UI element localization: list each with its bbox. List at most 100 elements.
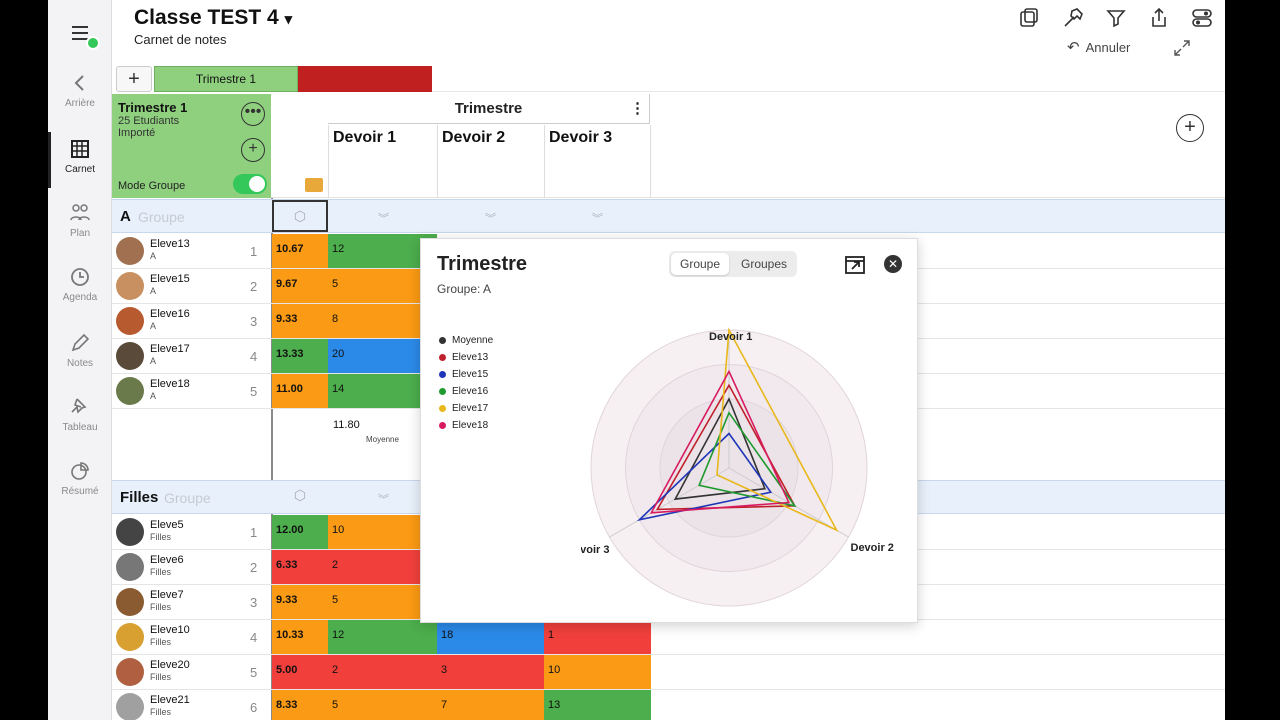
student-group: Filles — [150, 637, 172, 647]
tab-trimestre-1[interactable]: Trimestre 1 — [154, 66, 298, 92]
grade-cell-devoir-2[interactable]: 7 — [437, 690, 544, 720]
grade-cell-devoir-1[interactable]: 12 — [328, 620, 437, 654]
sidebar-item-agenda[interactable]: Agenda — [48, 266, 112, 303]
more-options-button[interactable]: ••• — [241, 102, 265, 126]
grade-cell-devoir-1[interactable]: 2 — [328, 550, 437, 584]
chevron-down-icon[interactable]: ︾ — [378, 494, 389, 506]
column-header-devoir-2[interactable]: Devoir 2 — [437, 125, 544, 198]
column-header-devoir-3[interactable]: Devoir 3 — [544, 125, 651, 198]
add-column-button[interactable]: + — [1176, 114, 1204, 142]
grade-cell-devoir-1[interactable]: 14 — [328, 374, 437, 408]
legend-entry[interactable]: Moyenne — [439, 335, 493, 346]
average-cell[interactable]: 10.67 — [272, 234, 328, 268]
average-cell[interactable]: 9.33 — [272, 304, 328, 338]
undo-button[interactable]: ↶ Annuler — [1067, 38, 1130, 56]
chevron-down-icon: ▾ — [284, 11, 293, 28]
sidebar-item-tableau[interactable]: Tableau — [48, 396, 112, 433]
legend-entry[interactable]: Eleve16 — [439, 386, 488, 397]
column-header-devoir-1[interactable]: Devoir 1 — [328, 125, 438, 198]
page-title: Classe TEST 4 — [134, 6, 279, 29]
section-title: Trimestre ⋮ — [328, 94, 650, 124]
grade-cell-devoir-1[interactable]: 10 — [328, 515, 437, 549]
average-label: Moyenne — [366, 435, 399, 444]
average-cell[interactable]: 9.67 — [272, 269, 328, 303]
tab-color-marker[interactable] — [298, 66, 432, 92]
grade-cell-devoir-1[interactable]: 5 — [328, 690, 437, 720]
sidebar-item-carnet[interactable]: Carnet — [48, 132, 112, 188]
sidebar-item-notes[interactable]: Notes — [48, 332, 112, 369]
legend-label: Eleve13 — [452, 352, 489, 363]
segment-groupes[interactable]: Groupes — [740, 257, 788, 271]
legend-swatch — [439, 370, 446, 378]
legend-entry[interactable]: Eleve13 — [439, 352, 488, 363]
chevron-down-icon[interactable]: ︾ — [592, 213, 603, 225]
legend-entry[interactable]: Eleve15 — [439, 369, 488, 380]
sidebar-item-plan[interactable]: Plan — [48, 202, 112, 239]
vertical-ellipsis-icon[interactable]: ⋮ — [630, 100, 645, 117]
filter-icon[interactable] — [1104, 6, 1128, 30]
grade-cell-devoir-3[interactable]: 10 — [544, 655, 651, 689]
average-cell[interactable]: 10.33 — [272, 620, 328, 654]
grade-cell-devoir-3[interactable]: 13 — [544, 690, 651, 720]
segment-groupe[interactable]: Groupe — [671, 253, 729, 275]
student-number: 2 — [250, 279, 258, 294]
grade-cell-devoir-1[interactable]: 12 — [328, 234, 437, 268]
student-name: Eleve5 — [150, 519, 184, 531]
average-cell[interactable]: 8.33 — [272, 690, 328, 720]
popup-title: Trimestre — [437, 253, 528, 275]
add-period-button[interactable]: + — [116, 66, 152, 92]
average-cell[interactable]: 13.33 — [272, 339, 328, 373]
grade-cell-devoir-2[interactable]: 3 — [437, 655, 544, 689]
clock-icon — [71, 268, 89, 286]
class-selector[interactable]: Classe TEST 4 ▾ — [134, 6, 292, 30]
grade-cell-devoir-1[interactable]: 8 — [328, 304, 437, 338]
close-button[interactable]: ✕ — [884, 255, 902, 273]
student-row[interactable]: Eleve17 A 4 13.33 20 — [112, 339, 1225, 374]
grade-cell-devoir-1[interactable]: 20 — [328, 339, 437, 373]
student-name: Eleve18 — [150, 378, 190, 390]
copy-icon[interactable] — [1017, 6, 1041, 30]
average-cell[interactable]: 6.33 — [272, 550, 328, 584]
hammer-icon[interactable] — [1061, 6, 1085, 30]
radar-axis-label: Devoir 1 — [709, 331, 752, 343]
sidebar-item-resume[interactable]: Résumé — [48, 460, 112, 497]
student-group: Filles — [150, 707, 172, 717]
legend-entry[interactable]: Eleve18 — [439, 420, 488, 431]
student-row[interactable]: Eleve21 Filles 6 8.33 5 7 13 — [112, 690, 1225, 720]
settings-toggle-icon[interactable] — [1190, 6, 1214, 30]
sidebar-item-label: Tableau — [62, 422, 98, 433]
grade-cell-devoir-1[interactable]: 5 — [328, 269, 437, 303]
radar-chart-icon[interactable]: ⬡ — [272, 200, 328, 232]
columns-header: Trimestre ⋮ Devoir 1 Devoir 2 Devoir 3 + — [271, 94, 1225, 198]
student-number: 5 — [250, 384, 258, 399]
sidebar-item-back[interactable]: Arrière — [48, 72, 112, 109]
student-row[interactable]: Eleve20 Filles 5 5.00 2 3 10 — [112, 655, 1225, 690]
group-row-a[interactable]: A Groupe ⬡ ︾ ︾ ︾ — [112, 199, 1225, 233]
legend-entry[interactable]: Eleve17 — [439, 403, 488, 414]
folder-icon[interactable] — [305, 178, 323, 192]
add-button[interactable]: + — [241, 138, 265, 162]
radar-chart-icon[interactable]: ⬡ — [293, 487, 307, 503]
grade-cell-devoir-1[interactable]: 5 — [328, 585, 437, 619]
student-row[interactable]: Eleve10 Filles 4 10.33 12 18 1 — [112, 620, 1225, 655]
legend-label: Eleve17 — [452, 403, 489, 414]
expand-icon[interactable] — [1172, 38, 1192, 58]
grade-cell-devoir-2[interactable]: 18 — [437, 620, 544, 654]
share-icon[interactable] — [1147, 6, 1171, 30]
student-name: Eleve13 — [150, 238, 190, 250]
average-cell[interactable]: 9.33 — [272, 585, 328, 619]
chevron-down-icon[interactable]: ︾ — [378, 213, 389, 225]
grade-cell-devoir-1[interactable]: 2 — [328, 655, 437, 689]
student-group: A — [150, 391, 157, 401]
average-cell[interactable]: 12.00 — [272, 515, 328, 549]
avatar — [116, 272, 144, 300]
grade-cell-devoir-3[interactable]: 1 — [544, 620, 651, 654]
average-cell[interactable]: 11.00 — [272, 374, 328, 408]
legend-swatch — [439, 421, 446, 429]
chevron-down-icon[interactable]: ︾ — [485, 213, 496, 225]
student-group: Filles — [150, 602, 172, 612]
group-mode-toggle[interactable] — [233, 174, 267, 194]
open-external-icon[interactable] — [843, 253, 867, 277]
average-cell[interactable]: 5.00 — [272, 655, 328, 689]
menu-button[interactable] — [48, 22, 112, 50]
